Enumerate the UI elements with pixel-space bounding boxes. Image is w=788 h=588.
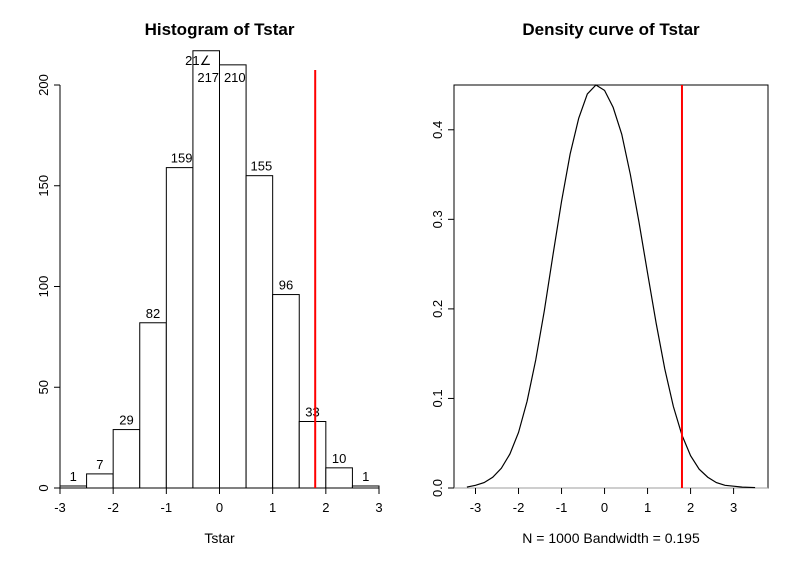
x-tick-label: 3 [375,500,382,515]
x-tick-label: -2 [513,500,525,515]
overflow-label: 21∠ [185,53,211,68]
y-tick-label: 0 [36,484,51,491]
density-svg: Density curve of Tstar -3 -2 -1 0 1 2 3 0.0 0.1 0.… [394,0,788,583]
x-axis-label: Tstar [204,530,235,546]
bar-label: 33 [305,405,319,420]
bar-label: 1 [70,469,77,484]
x-tick-label: 1 [644,500,651,515]
x-tick-label: -2 [107,500,119,515]
histogram-panel: Histogram of Tstar1729821592172101559633… [0,0,394,583]
x-tick-label: 0 [601,500,608,515]
figure-container: Histogram of Tstar1729821592172101559633… [0,0,788,583]
y-tick-label: 200 [36,74,51,96]
bar-label: 210 [224,70,246,85]
y-tick-label: 0.3 [430,210,445,228]
x-tick-label: -1 [161,500,173,515]
x-tick-label: 0 [216,500,223,515]
x-tick-label: -3 [54,500,66,515]
y-tick-label: 0.1 [430,389,445,407]
bar-label: 82 [146,306,160,321]
histogram-title: Histogram of Tstar [145,20,295,39]
histogram-bar [113,430,140,488]
density-panel: Density curve of Tstar -3 -2 -1 0 1 2 3 0.0 0.1 0.… [394,0,788,583]
bar-label: 96 [279,278,293,293]
y-tick-label: 150 [36,175,51,197]
y-tick-label: 100 [36,276,51,298]
y-tick-label: 50 [36,380,51,394]
density-title: Density curve of Tstar [522,20,700,39]
bar-label: 29 [119,413,133,428]
histogram-bar [246,176,273,488]
x-tick-label: 2 [687,500,694,515]
histogram-bar [166,168,193,488]
y-tick-label: 0.0 [430,479,445,497]
x-tick-label: -1 [556,500,568,515]
bar-label: 217 [197,70,219,85]
bar-label: 7 [96,457,103,472]
bar-label: 1 [362,469,369,484]
histogram-bar [220,65,247,488]
x-tick-label: 3 [730,500,737,515]
plot-frame [454,85,768,488]
x-tick-label: 1 [269,500,276,515]
histogram-bar [299,422,326,488]
histogram-bar [87,474,114,488]
x-tick-label: -3 [470,500,482,515]
histogram-bar [140,323,167,488]
bar-label: 159 [171,151,193,166]
bar-label: 155 [251,159,273,174]
bar-label: 10 [332,451,346,466]
density-curve [467,85,755,488]
histogram-svg: Histogram of Tstar1729821592172101559633… [0,0,394,583]
y-tick-label: 0.4 [430,121,445,139]
histogram-bar [193,51,220,488]
footer-label: N = 1000 Bandwidth = 0.195 [522,530,700,546]
y-tick-label: 0.2 [430,300,445,318]
histogram-bar [326,468,353,488]
x-tick-label: 2 [322,500,329,515]
histogram-bar [273,295,300,488]
